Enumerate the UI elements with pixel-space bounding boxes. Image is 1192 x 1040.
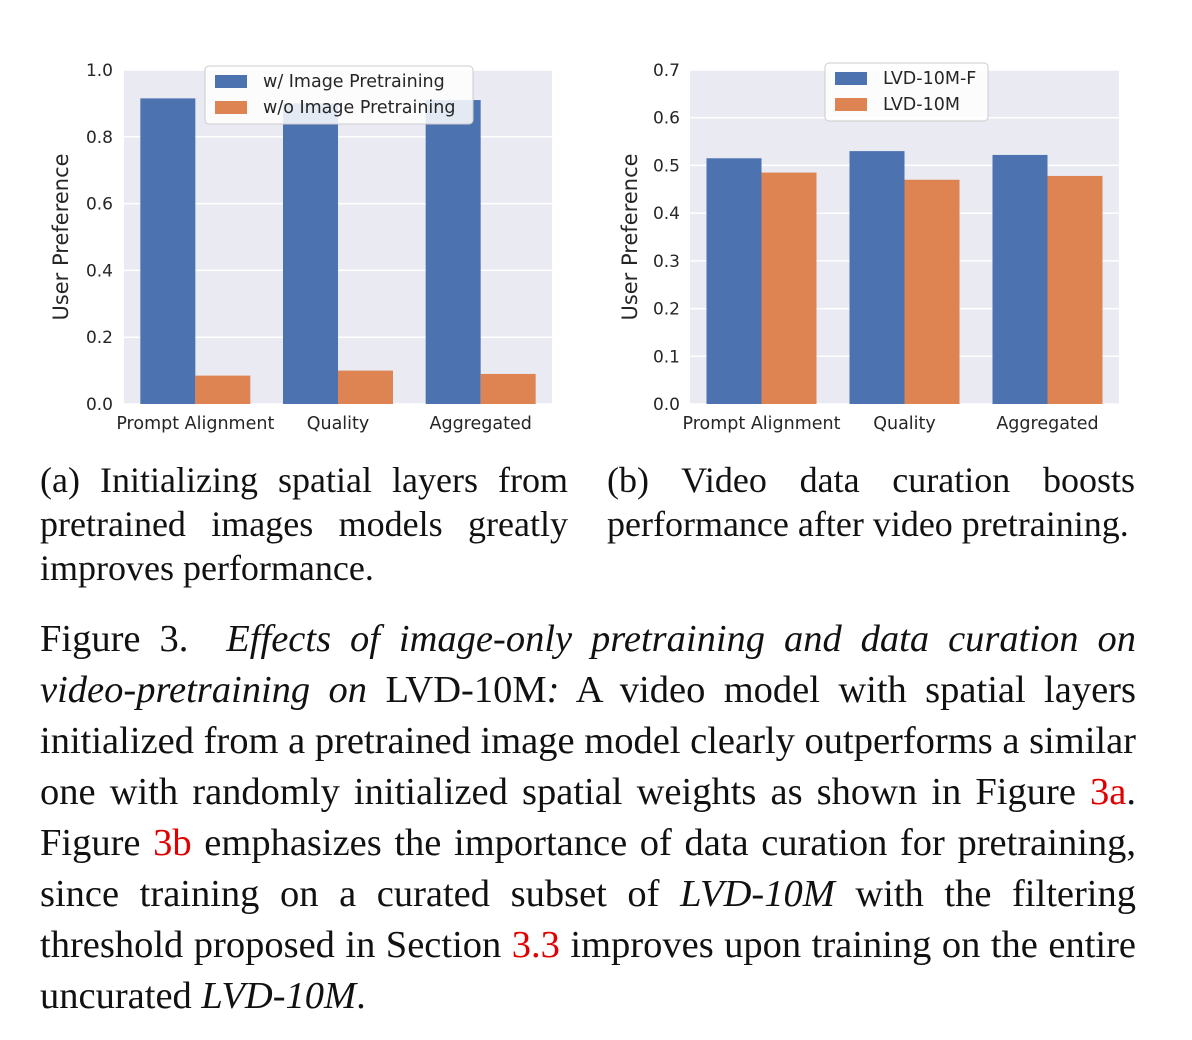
chart-a-y-tick-label: 0.8 [86,128,113,148]
chart-b-bar-series2 [904,179,960,404]
chart-a-legend: w/ Image Pretraining w/o Image Pretrainin… [204,65,474,125]
caption-body-5: improves upon training on the entire unc… [40,924,1136,1017]
chart-b-bar-series2 [1047,175,1103,404]
chart-b-y-tick-label: 0.3 [653,252,680,272]
chart-a-bar-series2 [480,373,536,404]
chart-b-legend-swatch [835,72,867,85]
chart-b-y-axis-label: User Preference [618,153,642,320]
subcaption-b: (b) Video data curation boosts performan… [607,458,1135,546]
chart-b-bar-series1 [849,151,905,404]
chart-a-y-tick-label: 0.4 [86,261,113,281]
chart-b-legend: LVD-10M-F LVD-10M [824,62,989,122]
caption-body-1: A video model with spatial layers initia… [40,669,1136,813]
chart-a-y-axis-label: User Preference [49,153,73,320]
chart-b-y-tick-label: 0.5 [653,156,680,176]
chart-b-legend-label: LVD-10M-F [883,69,976,89]
chart-a-bar-series2 [195,375,251,404]
chart-a-legend-swatch [215,75,247,88]
chart-b: 0.0 0.1 0.2 0.3 0.4 0.5 0.6 0.7 Prompt Alignment… [618,61,1119,434]
subcaption-a: (a) Initializing spatial layers from pre… [40,458,568,590]
chart-a-x-tick-label: Quality [307,414,370,434]
chart-a-legend-box [204,65,474,125]
caption-body-4: with the filtering threshold proposed in… [40,873,1137,966]
chart-b-bar-series1 [706,158,762,404]
chart-a-legend-label: w/o Image Pretraining [263,98,455,118]
subcaption-a-label: (a) [40,460,80,500]
chart-a-bar-series1 [140,98,196,404]
chart-a: 0.0 0.2 0.4 0.6 0.8 1.0 Prompt Alignment Qualit… [49,61,552,434]
subcaption-a-text: Initializing spatial layers from pretrai… [40,460,568,588]
chart-b-y-tick-label: 0.7 [653,61,680,81]
chart-b-x-tick-label: Prompt Alignment [682,414,840,434]
chart-a-bar-series1 [425,100,481,404]
subcaption-b-text: Video data curation boosts performance a… [607,460,1135,544]
caption-dataset-1: LVD-10M [680,873,835,915]
chart-b-bar-series2 [761,172,817,404]
caption-title-colon: : [546,669,560,711]
chart-a-y-tick-label: 0.6 [86,195,113,215]
chart-b-x-tick-label: Quality [873,414,936,434]
figure-ref-3a[interactable]: 3a [1090,771,1127,813]
chart-b-y-tick-label: 0.6 [653,109,680,129]
chart-a-bar-series1 [283,103,338,405]
chart-a-legend-label: w/ Image Pretraining [263,72,445,92]
chart-b-y-tick-label: 0.2 [653,300,680,320]
chart-a-legend-swatch [215,101,247,114]
caption-body-6: . [356,975,366,1017]
chart-b-y-tick-label: 0.0 [653,395,680,415]
caption-label: Figure 3. [40,618,189,660]
chart-b-bar-series1 [992,154,1048,404]
chart-a-x-tick-label: Aggregated [429,414,531,434]
chart-a-y-tick-label: 0.2 [86,328,113,348]
caption-body-2: . Figure [40,771,1137,864]
subcaption-b-label: (b) [607,460,649,500]
chart-b-y-tick-label: 0.1 [653,347,680,367]
chart-b-y-tick-label: 0.4 [653,204,680,224]
chart-b-legend-swatch [835,98,867,111]
caption-title: Effects of image-only pretraining and da… [40,618,1137,711]
chart-a-x-tick-label: Prompt Alignment [116,414,274,434]
section-ref-3-3[interactable]: 3.3 [511,924,560,966]
figure-caption: Figure 3. Effects of image-only pretrain… [40,614,1136,1022]
chart-a-bar-series2 [338,370,393,404]
caption-dataset-2: LVD-10M [201,975,357,1017]
chart-a-y-tick-label: 1.0 [86,61,113,81]
chart-b-x-tick-label: Aggregated [996,414,1098,434]
chart-a-y-tick-label: 0.0 [86,395,113,415]
caption-body-3: emphasizes the importance of data curati… [40,822,1137,915]
caption-title-dataset: LVD-10M [385,669,547,711]
figure-ref-3b[interactable]: 3b [153,822,192,864]
chart-b-legend-label: LVD-10M [883,95,960,115]
